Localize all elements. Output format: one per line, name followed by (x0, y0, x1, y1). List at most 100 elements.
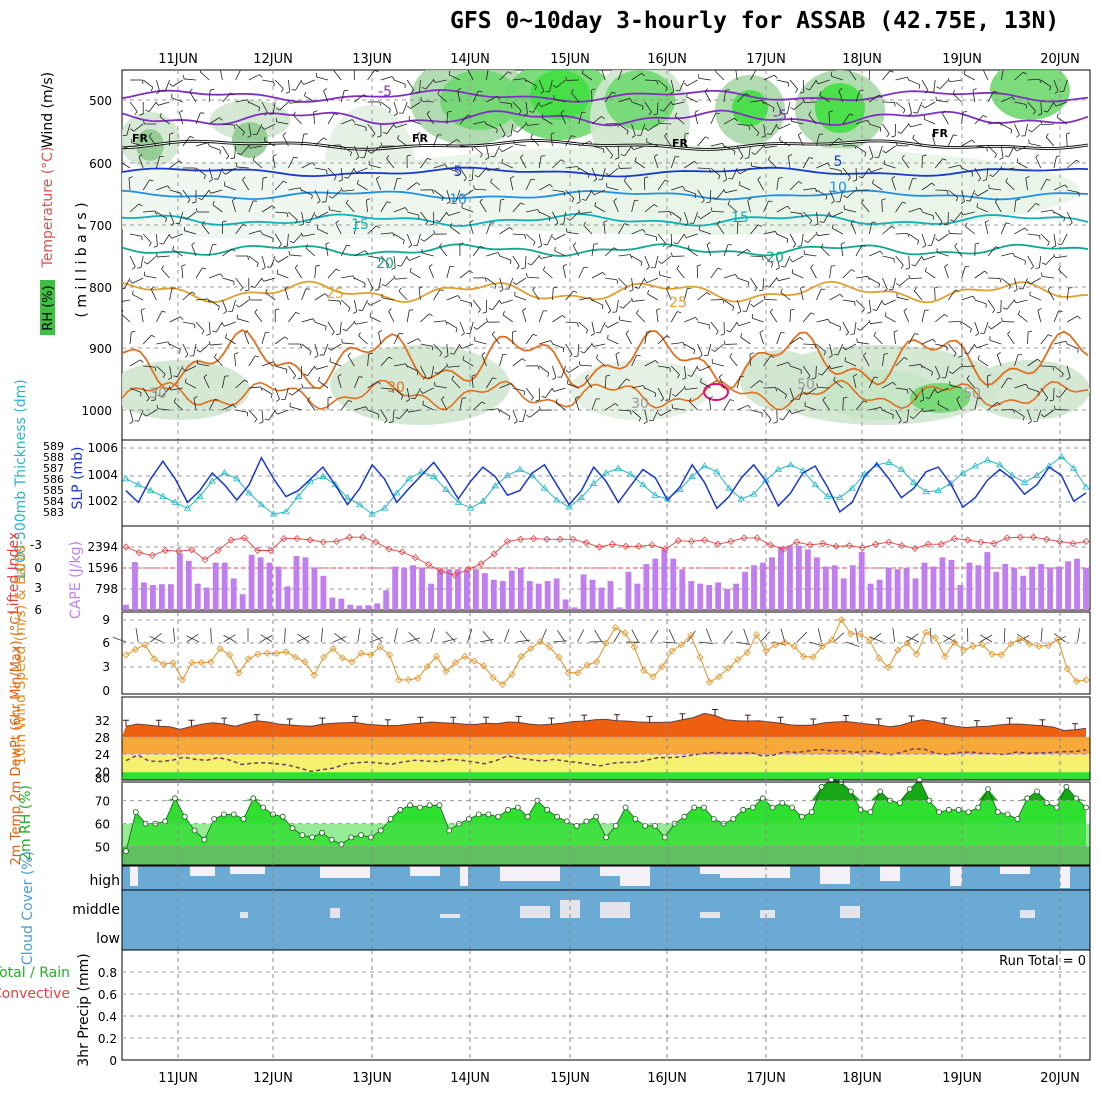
wind-barb (169, 160, 180, 169)
wind-barb (631, 354, 638, 367)
wind-barb-flag (463, 177, 467, 182)
wind-barb (895, 201, 903, 213)
wind-barb-flag (999, 157, 1004, 160)
lifted-index-line-point (293, 535, 301, 543)
isotherm-label: FR (412, 132, 429, 145)
wind-barb (386, 123, 395, 134)
wind-barb-flag (669, 211, 672, 216)
lifted-index-line-point (451, 571, 459, 579)
wind-barb (554, 250, 566, 257)
wind-barb-flag (805, 88, 810, 91)
wind-barb-flag (203, 175, 206, 180)
wind-barb-flag (161, 265, 165, 270)
wind-barb (133, 123, 144, 132)
wind-barb (472, 401, 483, 411)
wind-barb-flag (312, 318, 316, 323)
wind-barb (297, 633, 310, 643)
wind-barb (604, 91, 613, 103)
wind-barb-flag (140, 359, 144, 363)
wind-barb-flag (610, 155, 614, 159)
wind-speed-line-point (649, 673, 657, 681)
wind-barb-flag (932, 132, 936, 135)
wind-barb-flag (1052, 245, 1057, 248)
wind-barb (986, 375, 989, 389)
wind-barb-flag (381, 283, 386, 287)
wind-barb-flag (1005, 222, 1010, 224)
wind-barb (948, 189, 958, 198)
wind-barb (789, 365, 802, 371)
wind-barb-flag (1064, 184, 1068, 189)
wind-barb (1061, 233, 1068, 245)
wind-barb (1042, 123, 1055, 126)
wind-barb (430, 628, 436, 643)
isotherm-label: 20 (766, 250, 784, 266)
wind-barb-flag (977, 178, 982, 182)
wind-barb (832, 227, 843, 235)
wind-barb (237, 318, 249, 323)
wind-barb-flag (486, 318, 488, 323)
wind-barb-flag (955, 197, 959, 202)
wind-barb (784, 255, 791, 268)
wind-barb (899, 277, 910, 287)
lifted-index-line-point (1029, 533, 1037, 541)
wind-barb-flag (642, 229, 646, 233)
wind-barb-flag (471, 374, 476, 377)
wind-barb (684, 189, 696, 195)
wind-barb-flag (636, 354, 641, 357)
wind-speed-line-point (894, 646, 902, 654)
wind-barb-flag (445, 320, 448, 325)
thickness-line-point (774, 465, 783, 472)
cape-bar (365, 605, 372, 610)
wind-barb-flag (1004, 155, 1009, 157)
cape-bar (167, 584, 174, 610)
cape-bar (356, 605, 363, 610)
wind-barb (461, 343, 474, 349)
wind-barb (792, 272, 804, 279)
wind-barb-flag (934, 286, 939, 289)
wind-barb (747, 200, 751, 213)
wind-barb (821, 365, 830, 376)
wind-barb-flag (664, 132, 668, 137)
lifted-index-line-point (253, 546, 262, 555)
wind-barb (172, 79, 184, 87)
wind-barb (1040, 209, 1053, 213)
wind-barb (416, 134, 421, 147)
wind-barb-flag (815, 231, 819, 236)
wind-barb (664, 135, 672, 147)
wind-barb-flag (377, 381, 381, 385)
wind-barb-flag (311, 162, 316, 166)
wind-barb-flag (523, 113, 528, 116)
wind-speed-line-point (574, 669, 582, 677)
wind-barb (492, 299, 500, 310)
wind-barb-flag (542, 266, 546, 271)
wind-barb (925, 270, 936, 279)
chart-title: GFS 0~10day 3-hourly for ASSAB (42.75E, … (450, 8, 1060, 34)
wind-barb (816, 162, 828, 169)
wind-barb-flag (775, 387, 778, 392)
wind-barb (446, 189, 451, 202)
wind-barb-flag (538, 103, 542, 107)
wind-barb-flag (884, 353, 889, 355)
wind-barb-flag (803, 250, 805, 255)
wind-speed-line-point (263, 649, 271, 657)
cape-bar (526, 581, 533, 610)
wind-barb (129, 101, 138, 112)
wind-barb-flag (194, 167, 197, 172)
cape-bar (1038, 563, 1045, 610)
wind-barb (1040, 101, 1043, 114)
wind-barb-flag (960, 211, 964, 216)
wind-barb (157, 255, 170, 258)
wind-barb-flag (300, 232, 304, 237)
thickness-line-point (343, 493, 352, 501)
wind-barb-flag (997, 352, 1001, 355)
wind-barb-flag (595, 354, 599, 359)
wind-barb (171, 233, 183, 239)
wind-barb (367, 277, 374, 289)
wind-barb (863, 355, 870, 367)
wind-barb-flag (159, 112, 162, 117)
thickness-line-point (1008, 471, 1016, 478)
wind-barb-flag (631, 135, 636, 138)
date-label-top: 20JUN (1040, 52, 1080, 67)
wind-barb-flag (922, 154, 927, 157)
wind-barb (710, 321, 719, 332)
